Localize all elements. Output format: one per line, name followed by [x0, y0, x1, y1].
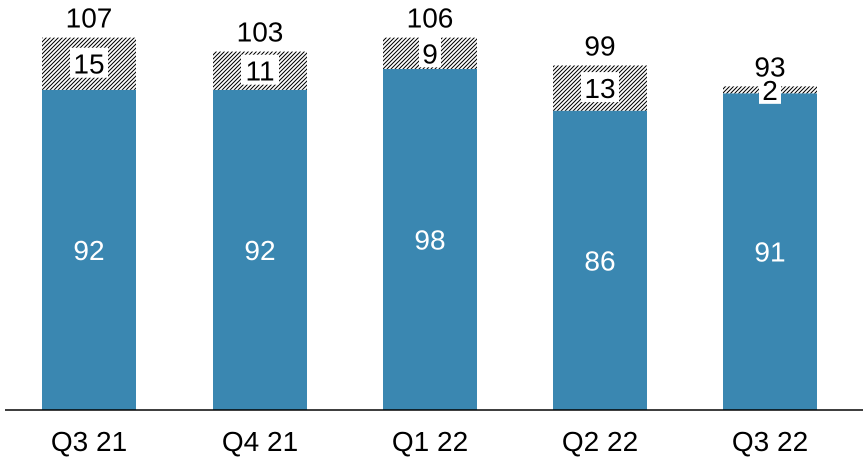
x-tick-label-0: Q3 21	[51, 426, 127, 457]
value-label-1-0: 15	[73, 49, 104, 80]
value-label-0-1: 92	[244, 235, 275, 266]
total-label-4: 93	[754, 51, 785, 82]
total-label-2: 106	[407, 3, 454, 34]
bar-segment-0-2	[383, 68, 477, 411]
value-label-bg-1-0	[70, 47, 108, 78]
x-tick-label-3: Q2 22	[562, 426, 638, 457]
value-label-1-3: 13	[584, 73, 615, 104]
bar-segment-0-0	[42, 89, 136, 410]
labels-group: 92 15 107 92 11 103 98 9 106 86 13 99 91 293	[66, 3, 786, 277]
value-label-bg-1-3	[581, 72, 619, 103]
x-tick-label-4: Q3 22	[732, 426, 808, 457]
bars-group	[42, 37, 817, 411]
value-label-1-2: 9	[422, 38, 438, 69]
total-label-3: 99	[584, 30, 615, 61]
value-label-0-0: 92	[73, 235, 104, 266]
value-label-bg-1-2	[419, 37, 441, 68]
bar-segment-0-4	[723, 93, 817, 410]
bar-segment-0-1	[213, 89, 307, 410]
value-label-0-4: 91	[754, 237, 785, 268]
x-tick-labels: Q3 21 Q4 21 Q1 22 Q2 22 Q3 22	[51, 426, 808, 457]
value-label-0-2: 98	[414, 224, 445, 255]
value-label-0-3: 86	[584, 245, 615, 276]
x-tick-label-2: Q1 22	[392, 426, 468, 457]
value-label-1-1: 11	[245, 56, 274, 87]
value-label-bg-1-1	[241, 54, 279, 85]
total-label-1: 103	[237, 17, 284, 48]
value-label-1-4: 2	[762, 75, 778, 106]
x-tick-label-1: Q4 21	[222, 426, 298, 457]
bar-segment-0-3	[553, 110, 647, 410]
value-label-bg-1-4	[759, 73, 781, 104]
total-label-0: 107	[66, 3, 113, 34]
